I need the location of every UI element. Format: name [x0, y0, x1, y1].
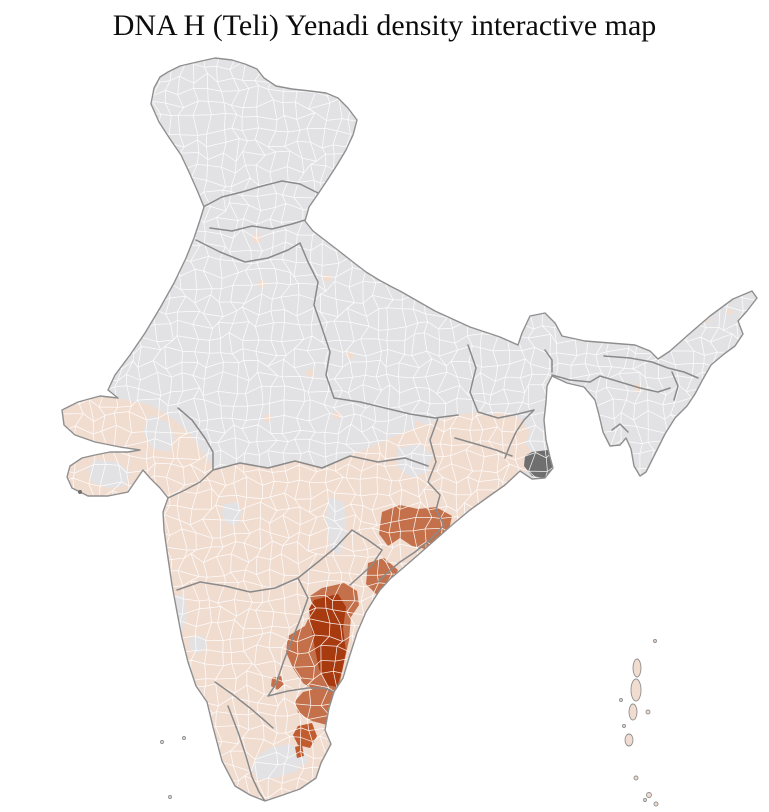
region-andaman-islands[interactable] [645, 709, 651, 715]
region-karnataka-interior[interactable] [189, 635, 207, 654]
region-nicobar-islands[interactable] [633, 775, 639, 781]
region-north-mp-spot[interactable] [306, 369, 314, 377]
region-andaman-islands[interactable] [628, 703, 638, 721]
region-central-gujarat-interior[interactable] [143, 415, 175, 452]
region-tamilnadu-interior[interactable] [252, 744, 308, 780]
region-west-up-spot[interactable] [323, 274, 331, 282]
region-diu-spot[interactable] [78, 490, 82, 494]
region-andaman-islands[interactable] [653, 639, 657, 643]
region-andaman-islands[interactable] [632, 658, 642, 678]
mainland-overlays [62, 58, 757, 801]
region-andaman-islands[interactable] [622, 724, 626, 728]
region-nicobar-islands[interactable] [643, 798, 647, 802]
region-lakshadweep-islands[interactable] [160, 740, 164, 744]
region-tn-central-bright[interactable] [293, 723, 317, 748]
region-andaman-islands[interactable] [619, 698, 623, 702]
andaman-islands-group [619, 639, 657, 747]
lakshadweep-islands-group [160, 736, 186, 799]
region-west-bengal-spot[interactable] [478, 412, 530, 452]
coastline [61, 57, 758, 802]
region-central-assam-spot[interactable] [678, 327, 688, 335]
region-andaman-islands[interactable] [630, 678, 642, 702]
region-andaman-islands[interactable] [624, 733, 634, 747]
region-nicobar-islands[interactable] [646, 792, 652, 798]
region-saurashtra-interior[interactable] [88, 460, 130, 488]
state-borders [167, 180, 699, 801]
region-central-mp-spot[interactable] [333, 411, 341, 419]
region-tn-northeast-cluster[interactable] [295, 687, 336, 725]
region-lakshadweep-islands[interactable] [182, 736, 186, 740]
page-title: DNA H (Teli) Yenadi density interactive … [112, 9, 657, 42]
nicobar-islands-group [633, 775, 659, 807]
region-arunachal-east-spot[interactable] [727, 309, 733, 315]
region-peninsular-south[interactable] [62, 396, 535, 801]
region-lakshadweep-islands[interactable] [168, 795, 172, 799]
region-nicobar-islands[interactable] [653, 801, 659, 807]
region-odisha-coastal-cluster[interactable] [379, 505, 452, 550]
